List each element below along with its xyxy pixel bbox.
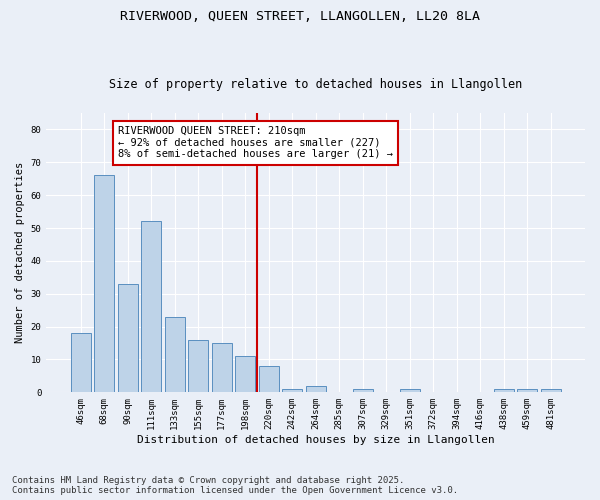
Bar bbox=[282, 389, 302, 392]
Text: RIVERWOOD, QUEEN STREET, LLANGOLLEN, LL20 8LA: RIVERWOOD, QUEEN STREET, LLANGOLLEN, LL2… bbox=[120, 10, 480, 23]
Y-axis label: Number of detached properties: Number of detached properties bbox=[15, 162, 25, 344]
Bar bbox=[235, 356, 255, 393]
Bar bbox=[353, 389, 373, 392]
X-axis label: Distribution of detached houses by size in Llangollen: Distribution of detached houses by size … bbox=[137, 435, 494, 445]
Bar bbox=[164, 316, 185, 392]
Title: Size of property relative to detached houses in Llangollen: Size of property relative to detached ho… bbox=[109, 78, 522, 91]
Bar bbox=[141, 222, 161, 392]
Text: RIVERWOOD QUEEN STREET: 210sqm
← 92% of detached houses are smaller (227)
8% of : RIVERWOOD QUEEN STREET: 210sqm ← 92% of … bbox=[118, 126, 393, 160]
Bar bbox=[71, 333, 91, 392]
Bar bbox=[118, 284, 137, 393]
Bar bbox=[517, 389, 537, 392]
Bar bbox=[494, 389, 514, 392]
Bar bbox=[305, 386, 326, 392]
Text: Contains HM Land Registry data © Crown copyright and database right 2025.
Contai: Contains HM Land Registry data © Crown c… bbox=[12, 476, 458, 495]
Bar bbox=[259, 366, 278, 392]
Bar bbox=[212, 343, 232, 392]
Bar bbox=[541, 389, 560, 392]
Bar bbox=[400, 389, 419, 392]
Bar bbox=[94, 176, 114, 392]
Bar bbox=[188, 340, 208, 392]
